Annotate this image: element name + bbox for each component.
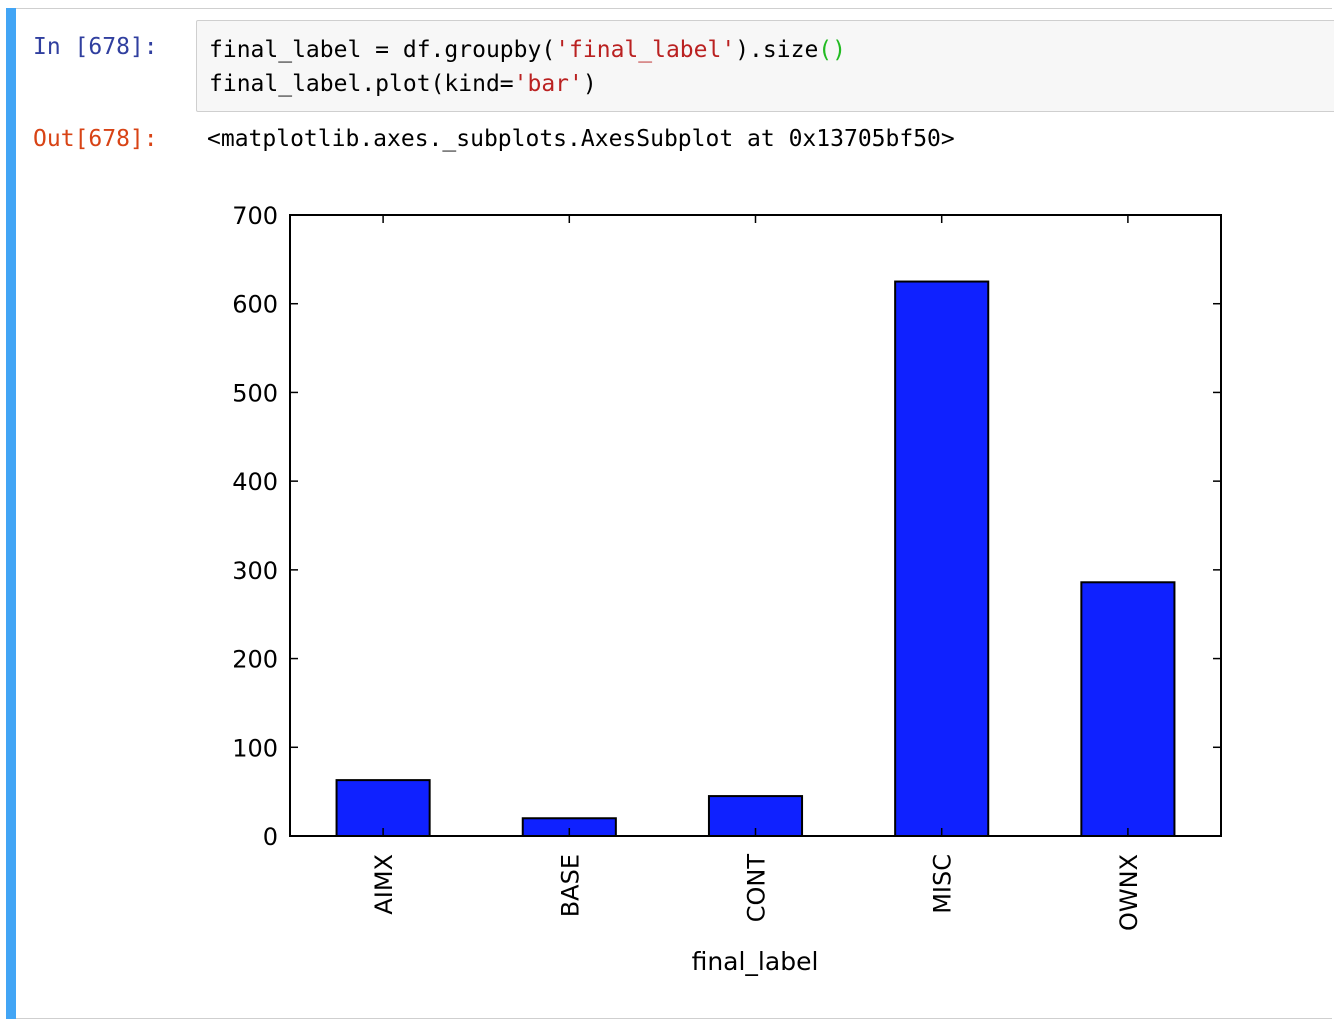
y-tick-label: 700	[232, 202, 278, 230]
y-tick-label: 600	[232, 291, 278, 319]
x-tick-labels: AIMX BASE CONT MISC OWNX	[370, 854, 1143, 931]
code-input-area[interactable]: final_label = df.groupby('final_label').…	[196, 20, 1334, 112]
code-token: 'bar'	[513, 71, 583, 97]
y-tick-label: 100	[232, 734, 278, 762]
x-tick-label: MISC	[929, 854, 957, 914]
y-tick-label: 0	[263, 823, 278, 851]
x-tick-label: OWNX	[1115, 854, 1143, 931]
code-token: )	[582, 71, 597, 97]
bar-ownx	[1080, 581, 1176, 838]
bars-group	[335, 280, 1176, 838]
bar-aimx	[335, 779, 431, 837]
x-axis-label: final_label	[692, 947, 819, 976]
notebook-code-cell[interactable]	[6, 8, 1332, 1019]
code-token: final_label.plot(kind=	[209, 71, 514, 97]
ticks-group	[290, 214, 1221, 837]
y-tick-label: 500	[232, 379, 278, 407]
code-token: 'final_label'	[555, 37, 736, 63]
output-prompt: Out[678]:	[33, 126, 158, 152]
x-tick-label: BASE	[556, 854, 584, 917]
code-editor[interactable]: final_label = df.groupby('final_label').…	[209, 33, 846, 101]
input-prompt: In [678]:	[33, 34, 158, 60]
code-token: ()	[818, 37, 846, 63]
code-token: ).size	[735, 37, 819, 63]
output-text: <matplotlib.axes._subplots.AxesSubplot a…	[207, 126, 955, 152]
y-tick-label: 300	[232, 557, 278, 585]
x-tick-label: CONT	[743, 854, 771, 923]
y-tick-label: 200	[232, 646, 278, 674]
x-tick-label: AIMX	[370, 854, 398, 915]
cell-selected-indicator	[6, 8, 16, 1019]
y-tick-labels: 0 100 200 300 400 500 600 700	[232, 202, 278, 851]
code-token: final_label = df.groupby(	[209, 37, 556, 63]
y-tick-label: 400	[232, 468, 278, 496]
bar-misc	[894, 280, 990, 837]
